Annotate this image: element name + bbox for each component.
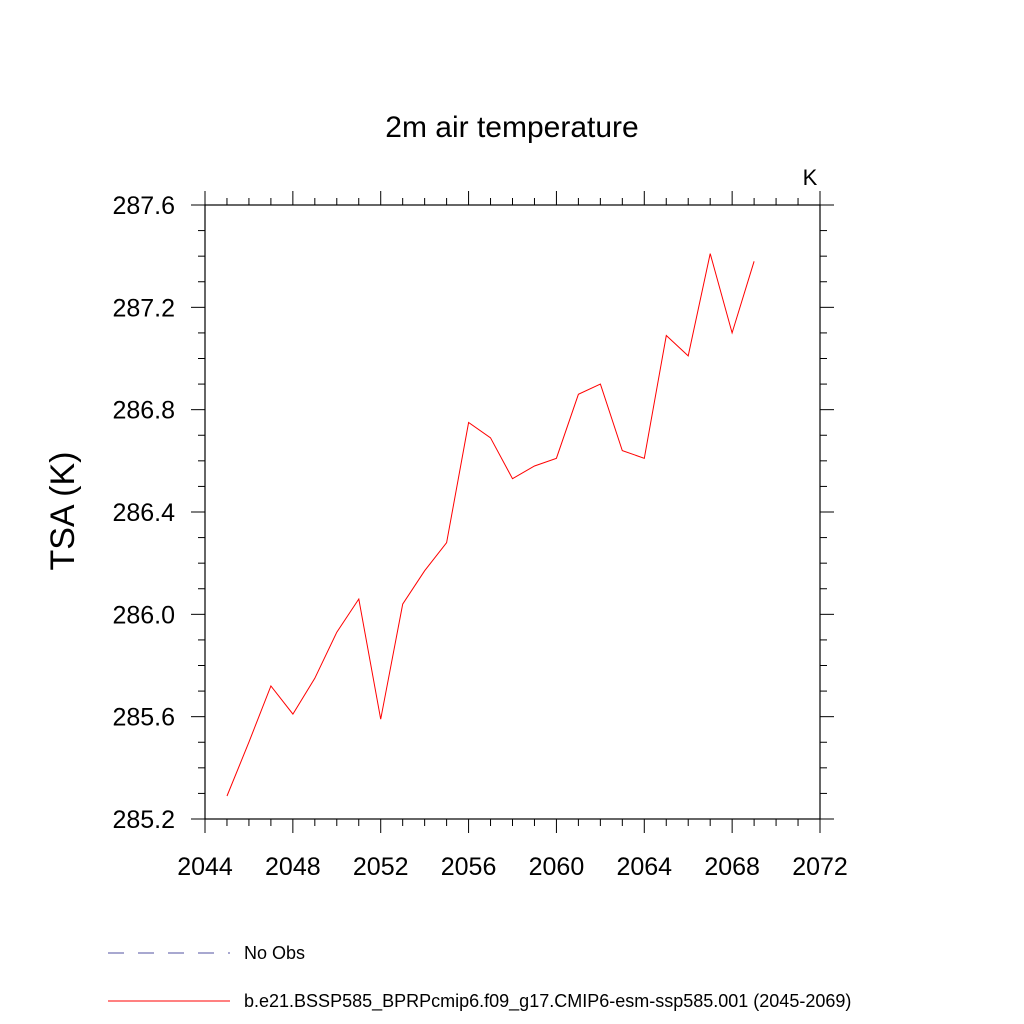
- axis-tick-labels: 2044 2048 2052 2056 2060 2064 2068 2072 285.2 285…: [112, 192, 847, 881]
- axis-ticks: [191, 191, 834, 833]
- legend-label: No Obs: [244, 943, 305, 963]
- y-tick-label: 286.8: [112, 397, 175, 425]
- x-tick-label: 2044: [177, 853, 233, 881]
- series-lines: [226, 253, 755, 797]
- x-tick-label: 2064: [616, 853, 672, 881]
- x-tick-label: 2052: [353, 853, 409, 881]
- units-label: K: [803, 165, 818, 190]
- x-tick-label: 2048: [265, 853, 321, 881]
- x-tick-label: 2060: [529, 853, 585, 881]
- legend: No Obs b.e21.BSSP585_BPRPcmip6.f09_g17.CM…: [108, 943, 851, 1012]
- y-axis-label: TSA (K): [44, 451, 82, 570]
- x-tick-label: 2068: [704, 853, 760, 881]
- y-tick-label: 286.4: [112, 499, 175, 527]
- plot-frame: [204, 204, 821, 820]
- y-tick-label: 287.6: [112, 192, 175, 220]
- chart-title: 2m air temperature: [385, 111, 638, 144]
- series-line: [226, 253, 755, 797]
- x-tick-label: 2056: [441, 853, 497, 881]
- y-tick-label: 285.6: [112, 704, 175, 732]
- y-tick-label: 285.2: [112, 806, 175, 834]
- y-tick-label: 286.0: [112, 601, 175, 629]
- y-tick-label: 287.2: [112, 294, 175, 322]
- x-tick-label: 2072: [792, 853, 848, 881]
- legend-label: b.e21.BSSP585_BPRPcmip6.f09_g17.CMIP6-es…: [244, 991, 851, 1012]
